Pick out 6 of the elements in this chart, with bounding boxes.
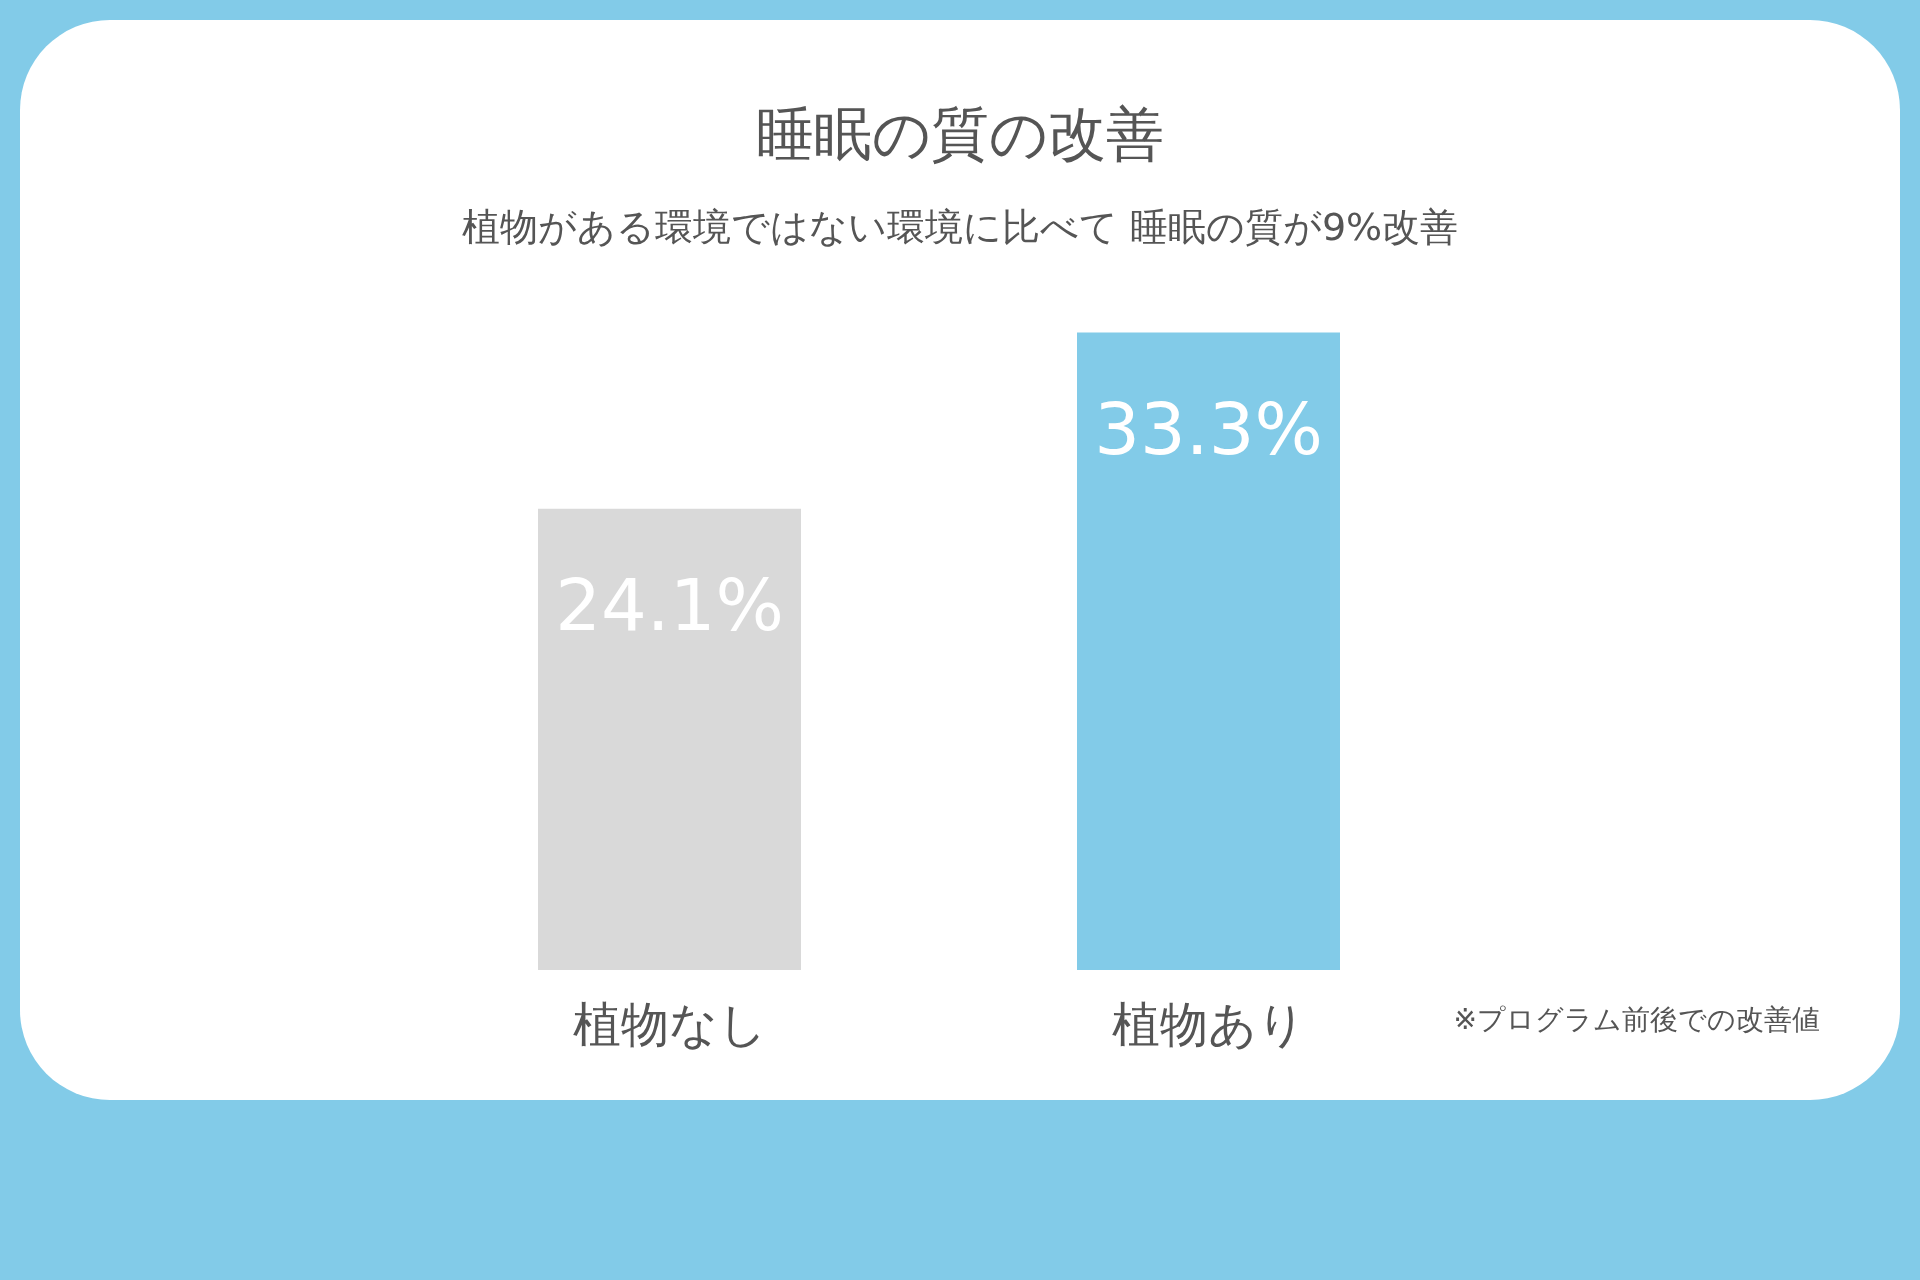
x-tick-label: 植物あり: [1111, 996, 1306, 1052]
chart-title: 睡眠の質の改善: [756, 100, 1164, 168]
data-label: 33.3%: [1094, 386, 1323, 471]
text: ※プログラム前後での改善値: [1453, 1002, 1821, 1036]
chart-subtitle: 植物がある環境ではない環境に比べて 睡眠の質が9%改善: [461, 205, 1459, 249]
x-tick-label: 植物なし: [572, 996, 767, 1052]
